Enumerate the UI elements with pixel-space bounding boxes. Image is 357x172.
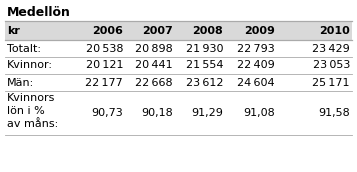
Text: 2006: 2006 — [92, 25, 123, 35]
Text: 2007: 2007 — [142, 25, 173, 35]
Text: 22 793: 22 793 — [237, 44, 275, 53]
Text: 22 177: 22 177 — [85, 78, 123, 88]
Text: 21 554: 21 554 — [186, 61, 223, 71]
Text: 91,29: 91,29 — [191, 108, 223, 118]
Text: 22 668: 22 668 — [135, 78, 173, 88]
Text: 23 429: 23 429 — [312, 44, 350, 53]
Text: Totalt:: Totalt: — [7, 44, 41, 53]
Text: Medellön: Medellön — [7, 6, 71, 19]
Text: 25 171: 25 171 — [312, 78, 350, 88]
Text: 90,18: 90,18 — [141, 108, 173, 118]
Text: 91,08: 91,08 — [243, 108, 275, 118]
Text: 21 930: 21 930 — [186, 44, 223, 53]
Text: 2009: 2009 — [244, 25, 275, 35]
Text: Kvinnor:: Kvinnor: — [7, 61, 53, 71]
Text: 91,58: 91,58 — [318, 108, 350, 118]
Text: Män:: Män: — [7, 78, 34, 88]
Text: 20 121: 20 121 — [85, 61, 123, 71]
Text: 23 053: 23 053 — [313, 61, 350, 71]
Text: 20 898: 20 898 — [135, 44, 173, 53]
Text: kr: kr — [7, 25, 20, 35]
Text: 23 612: 23 612 — [186, 78, 223, 88]
Text: 2008: 2008 — [192, 25, 223, 35]
Text: 22 409: 22 409 — [237, 61, 275, 71]
Text: 20 538: 20 538 — [85, 44, 123, 53]
Bar — [5, 21, 352, 40]
Text: Kvinnors
lön i %
av måns:: Kvinnors lön i % av måns: — [7, 93, 58, 129]
Text: 20 441: 20 441 — [135, 61, 173, 71]
Text: 90,73: 90,73 — [91, 108, 123, 118]
Text: 24 604: 24 604 — [237, 78, 275, 88]
Text: 2010: 2010 — [319, 25, 350, 35]
